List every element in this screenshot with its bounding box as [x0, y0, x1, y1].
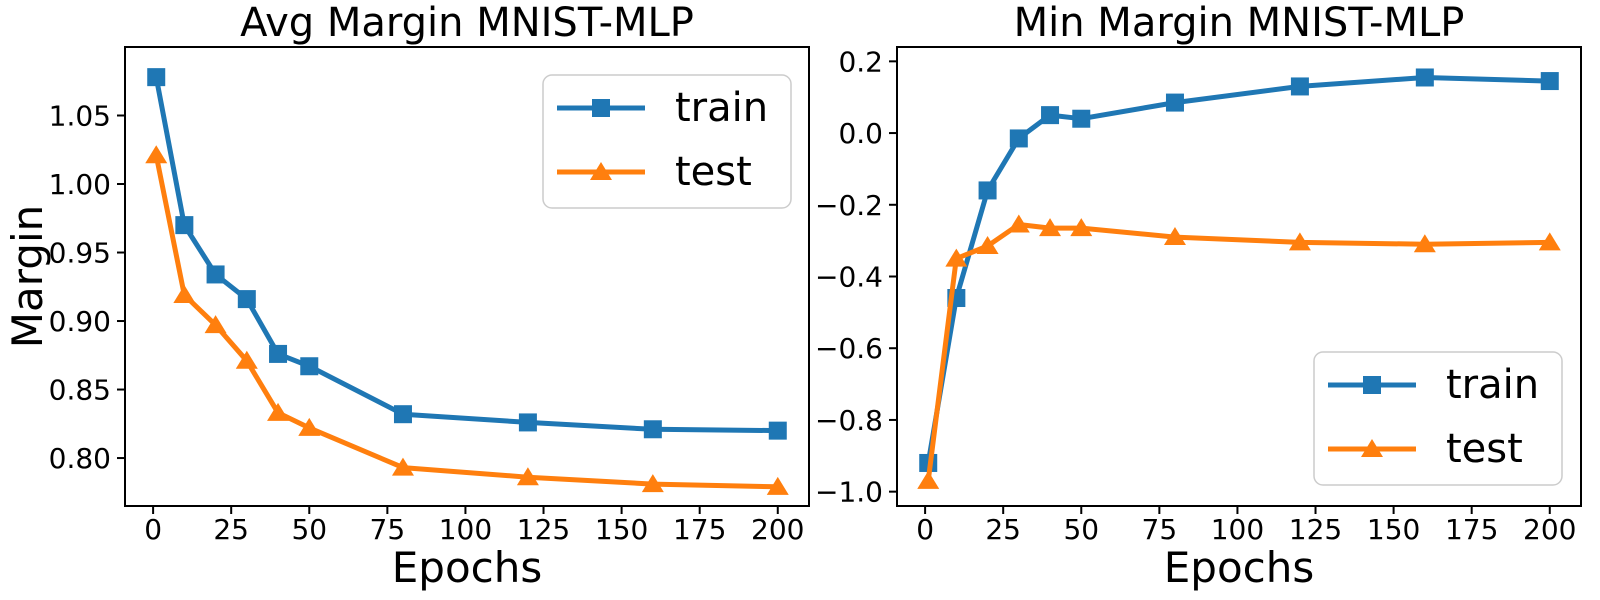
triangle-marker-icon	[917, 470, 940, 489]
triangle-marker-icon	[391, 457, 414, 476]
series-train-line	[153, 76, 778, 434]
square-marker-icon	[175, 216, 194, 235]
square-marker-icon	[206, 265, 225, 284]
y-tick-label: −0.2	[815, 189, 883, 222]
triangle-marker-icon	[204, 315, 227, 334]
triangle-marker-icon	[766, 476, 789, 495]
x-tick-label: 200	[1523, 513, 1576, 546]
triangle-marker-icon	[1007, 214, 1030, 233]
x-tick-label: 175	[1445, 513, 1498, 546]
triangle-marker-icon	[1538, 232, 1561, 251]
square-marker-icon	[1540, 72, 1559, 91]
square-marker-icon	[1009, 129, 1028, 148]
x-tick-label: 50	[1063, 513, 1099, 546]
square-marker-icon	[1290, 77, 1309, 96]
triangle-marker-icon	[1288, 232, 1311, 251]
x-tick-label: 50	[291, 513, 327, 546]
series-test	[917, 214, 1561, 489]
chart-title: Min Margin MNIST-MLP	[1014, 0, 1465, 46]
triangle-marker-icon	[1039, 218, 1062, 237]
x-tick-label: 150	[1367, 513, 1420, 546]
series-train-line	[925, 75, 1550, 464]
y-tick-label: 0.0	[838, 117, 883, 150]
square-marker-icon	[393, 405, 412, 424]
y-tick-label: 0.95	[49, 237, 111, 270]
x-tick-label: 25	[985, 513, 1021, 546]
legend-triangle-marker-icon	[590, 162, 612, 180]
square-marker-icon	[1041, 106, 1060, 125]
triangle-marker-icon	[145, 145, 168, 164]
triangle-marker-icon	[945, 248, 968, 267]
square-marker-icon	[518, 413, 537, 432]
chart-avg-margin: 0 25 50 75 100 125 150 175 200 1.05 1.00 0.95 0.90 0.…	[3, 0, 810, 592]
triangle-marker-icon	[267, 402, 290, 421]
series-train-markers	[147, 68, 787, 440]
legend-label-test: test	[675, 149, 752, 195]
x-tick-label: 125	[517, 513, 570, 546]
chart-title: Avg Margin MNIST-MLP	[240, 0, 694, 46]
x-tick-label: 75	[1142, 513, 1178, 546]
series-test-line	[153, 154, 778, 490]
triangle-marker-icon	[516, 467, 539, 486]
x-tick-label: 0	[144, 513, 162, 546]
square-marker-icon	[643, 420, 662, 439]
legend-label-test: test	[1446, 426, 1523, 472]
triangle-marker-icon	[1413, 234, 1436, 253]
square-marker-icon	[978, 181, 997, 200]
y-tick-label: −0.8	[815, 404, 883, 437]
triangle-marker-icon	[173, 284, 196, 303]
y-tick-label: 0.85	[49, 374, 111, 407]
square-marker-icon	[269, 344, 288, 363]
series-test-markers	[145, 145, 789, 495]
legend-square-marker-icon	[1363, 376, 1381, 394]
x-tick-label: 100	[439, 513, 492, 546]
triangle-marker-icon	[298, 417, 321, 436]
y-tick-label: 1.00	[49, 168, 111, 201]
y-tick-label: 0.90	[49, 305, 111, 338]
chart-min-margin: 0 25 50 75 100 125 150 175 200 0.2 0.0 −0.2 −0.4 −0.6…	[815, 0, 1582, 592]
x-tick-label: 25	[213, 513, 249, 546]
y-tick-label: −0.6	[815, 332, 883, 365]
y-axis-label: Margin	[3, 205, 52, 348]
triangle-marker-icon	[1163, 227, 1186, 246]
y-tick-label: 0.80	[49, 442, 111, 475]
plot-frame	[124, 46, 810, 507]
square-marker-icon	[147, 68, 166, 87]
legend: train test	[1313, 351, 1563, 486]
series-test-markers	[917, 214, 1561, 489]
y-tick-label: 1.05	[49, 100, 111, 133]
square-marker-icon	[300, 357, 319, 376]
square-marker-icon	[768, 421, 787, 440]
triangle-marker-icon	[976, 236, 999, 255]
x-axis-label: Epochs	[392, 543, 543, 592]
square-marker-icon	[1165, 93, 1184, 112]
x-tick-label: 175	[673, 513, 726, 546]
x-axis-label: Epochs	[1164, 543, 1315, 592]
legend-label-train: train	[675, 85, 768, 131]
series-test	[145, 145, 789, 495]
legend-square-marker-icon	[592, 99, 610, 117]
x-tick-label: 150	[595, 513, 648, 546]
triangle-marker-icon	[235, 350, 258, 369]
legend: train test	[542, 74, 792, 209]
y-tick-label: 0.2	[838, 45, 883, 78]
y-tick-label: −0.4	[815, 261, 883, 294]
legend-triangle-marker-icon	[1361, 439, 1383, 457]
x-tick-label: 75	[370, 513, 406, 546]
square-marker-icon	[1415, 68, 1434, 87]
x-tick-label: 125	[1289, 513, 1342, 546]
x-tick-label: 0	[916, 513, 934, 546]
triangle-marker-icon	[641, 474, 664, 493]
triangle-marker-icon	[1070, 218, 1093, 237]
square-marker-icon	[237, 290, 256, 309]
y-tick-label: −1.0	[815, 476, 883, 509]
square-marker-icon	[1072, 109, 1091, 128]
x-tick-label: 200	[751, 513, 804, 546]
legend-label-train: train	[1446, 362, 1539, 408]
x-tick-label: 100	[1211, 513, 1264, 546]
series-test-line	[925, 222, 1550, 482]
series-train	[147, 68, 787, 440]
